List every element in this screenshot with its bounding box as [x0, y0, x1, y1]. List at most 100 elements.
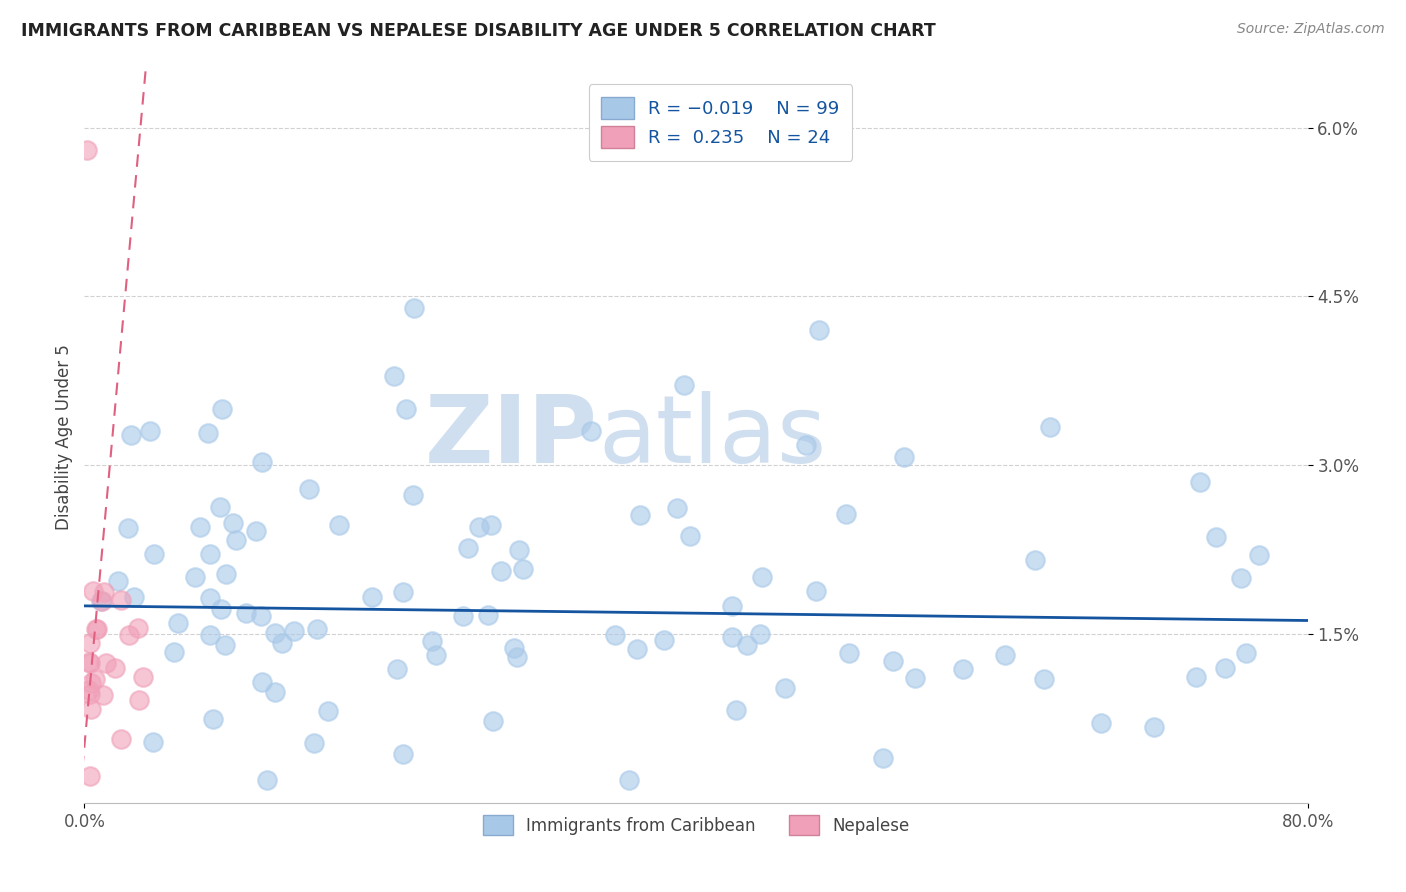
Point	[82, 583, 104, 598]
Point	[603, 628, 626, 642]
Point	[804, 584, 827, 599]
Point	[503, 640, 526, 655]
Point	[122, 590, 145, 604]
Text: ZIP: ZIP	[425, 391, 598, 483]
Point	[209, 602, 232, 616]
Point	[425, 648, 447, 662]
Point	[735, 638, 758, 652]
Point	[120, 428, 142, 442]
Point	[235, 607, 257, 621]
Point	[1249, 548, 1271, 562]
Point	[619, 773, 641, 788]
Point	[893, 450, 915, 464]
Point	[107, 574, 129, 588]
Point	[184, 569, 207, 583]
Point	[751, 570, 773, 584]
Point	[672, 377, 695, 392]
Point	[93, 585, 115, 599]
Point	[872, 750, 894, 764]
Point	[1039, 420, 1062, 434]
Point	[1205, 530, 1227, 544]
Point	[482, 714, 505, 728]
Point	[104, 661, 127, 675]
Point	[457, 541, 479, 555]
Point	[79, 657, 101, 671]
Point	[994, 648, 1017, 662]
Point	[167, 615, 190, 630]
Point	[952, 662, 974, 676]
Point	[1230, 572, 1253, 586]
Point	[214, 566, 236, 581]
Point	[316, 704, 339, 718]
Point	[94, 656, 117, 670]
Point	[197, 425, 219, 440]
Point	[508, 542, 530, 557]
Point	[117, 521, 139, 535]
Point	[79, 683, 101, 698]
Point	[142, 735, 165, 749]
Point	[328, 517, 350, 532]
Point	[211, 401, 233, 416]
Point	[679, 529, 702, 543]
Point	[1032, 672, 1054, 686]
Point	[198, 547, 221, 561]
Point	[188, 520, 211, 534]
Point	[904, 671, 927, 685]
Point	[491, 564, 513, 578]
Point	[302, 736, 325, 750]
Point	[382, 369, 405, 384]
Point	[794, 437, 817, 451]
Point	[775, 681, 797, 696]
Point	[835, 507, 858, 521]
Point	[132, 669, 155, 683]
Legend: Immigrants from Caribbean, Nepalese: Immigrants from Caribbean, Nepalese	[475, 808, 917, 842]
Point	[1213, 661, 1236, 675]
Point	[749, 627, 772, 641]
Point	[84, 672, 107, 686]
Point	[86, 623, 108, 637]
Point	[468, 520, 491, 534]
Point	[512, 562, 534, 576]
Point	[209, 500, 232, 514]
Point	[256, 773, 278, 788]
Point	[250, 608, 273, 623]
Point	[721, 630, 744, 644]
Point	[1024, 553, 1046, 567]
Point	[666, 500, 689, 515]
Point	[404, 301, 426, 315]
Point	[579, 425, 602, 439]
Point	[305, 623, 328, 637]
Text: IMMIGRANTS FROM CARIBBEAN VS NEPALESE DISABILITY AGE UNDER 5 CORRELATION CHART: IMMIGRANTS FROM CARIBBEAN VS NEPALESE DI…	[21, 22, 936, 40]
Point	[882, 654, 904, 668]
Point	[628, 508, 651, 522]
Point	[250, 455, 273, 469]
Point	[298, 482, 321, 496]
Point	[838, 646, 860, 660]
Point	[143, 547, 166, 561]
Point	[807, 323, 830, 337]
Point	[198, 628, 221, 642]
Text: atlas: atlas	[598, 391, 827, 483]
Point	[402, 488, 425, 502]
Point	[721, 599, 744, 613]
Point	[1090, 715, 1112, 730]
Y-axis label: Disability Age Under 5: Disability Age Under 5	[55, 344, 73, 530]
Point	[360, 590, 382, 604]
Point	[283, 624, 305, 639]
Point	[477, 608, 499, 623]
Point	[652, 632, 675, 647]
Point	[505, 649, 527, 664]
Point	[264, 626, 287, 640]
Point	[91, 688, 114, 702]
Text: Source: ZipAtlas.com: Source: ZipAtlas.com	[1237, 22, 1385, 37]
Point	[128, 693, 150, 707]
Point	[198, 591, 221, 606]
Point	[202, 712, 225, 726]
Point	[391, 585, 413, 599]
Point	[626, 642, 648, 657]
Point	[110, 731, 132, 746]
Point	[214, 638, 236, 652]
Point	[76, 143, 98, 157]
Point	[90, 594, 112, 608]
Point	[225, 533, 247, 547]
